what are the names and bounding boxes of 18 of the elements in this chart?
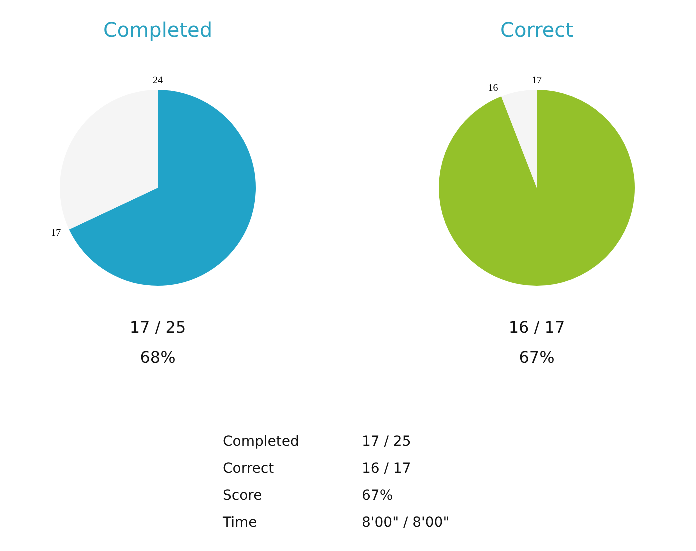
text: Score [223,488,264,504]
chart-title: Correct [500,18,574,44]
text: 67% [362,488,394,504]
text: 17 / 25 [362,434,412,450]
text: 17 / 25 [128,318,188,338]
text: 8'00" / 8'00" [362,514,450,530]
text: 17 [51,228,62,240]
text: 16 [488,82,498,94]
text: 17 [532,76,542,87]
text: 68% [139,348,177,368]
text: 67% [518,348,556,368]
text: 16 / 17 [362,460,412,476]
text: Correct [223,460,276,476]
chart-title: Completed [102,18,214,44]
text: Time [223,514,258,530]
text: 16 / 17 [508,318,566,338]
text: 24 [153,76,163,87]
text: Completed [223,434,300,450]
